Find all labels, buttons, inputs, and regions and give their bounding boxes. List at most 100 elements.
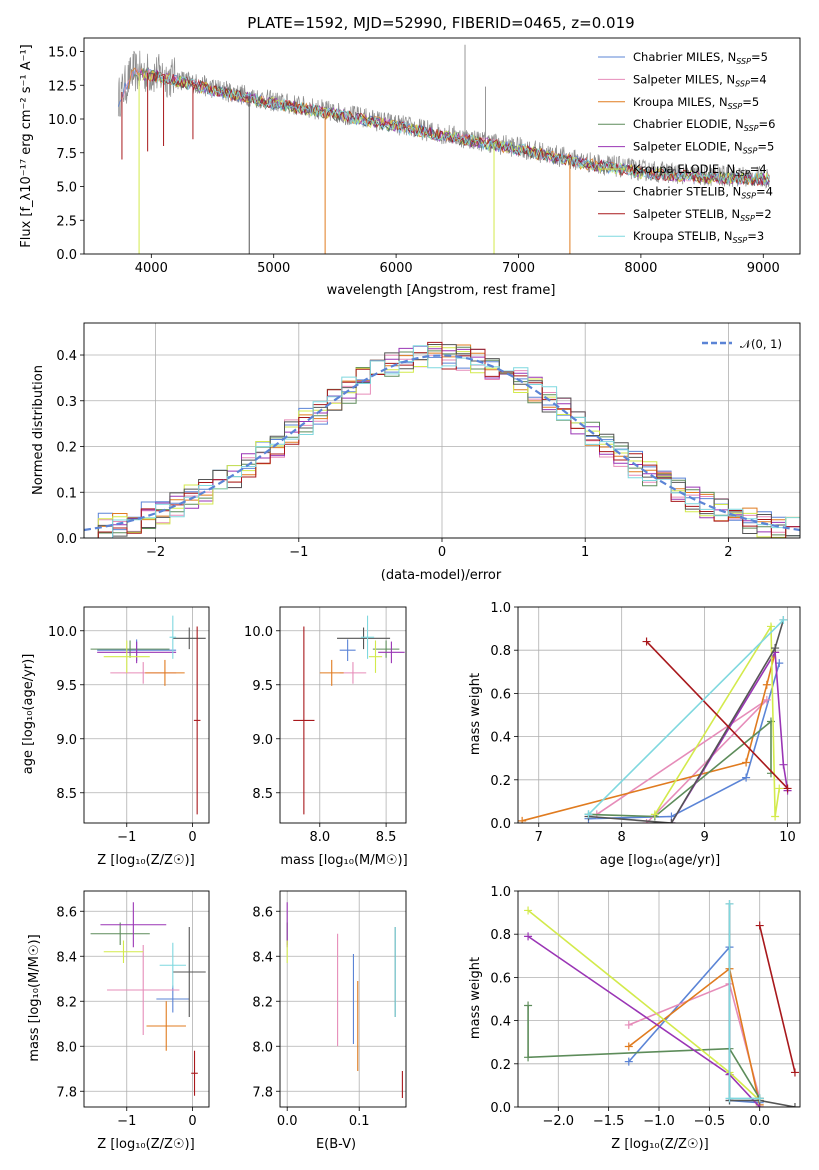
mass-weight-vs-age-ytick-label: 1.0 bbox=[490, 601, 511, 616]
mwAge-xlabel: age [log₁₀(age/yr)] bbox=[600, 853, 721, 868]
mass-weight-vs-Z-ytick-label: 1.0 bbox=[490, 885, 511, 900]
spectrum-xtick-label: 7000 bbox=[502, 261, 535, 276]
weight-marker bbox=[790, 1068, 799, 1077]
legend-label-sub: SSP bbox=[735, 79, 750, 88]
mass-vs-Z-ytick-label: 8.6 bbox=[56, 905, 77, 920]
point-kroupa-elodie bbox=[103, 640, 150, 673]
panel-mass-vs-Z: −1 0 7.8 8.0 8.2 8.4 8.6 Z [log₁₀(Z/Z☉)] mass … bbox=[27, 890, 210, 1152]
weight-line-chabrier-stelib bbox=[588, 619, 785, 823]
weight-marker bbox=[771, 644, 780, 653]
residuals-ytick-label: 0.3 bbox=[56, 395, 77, 410]
mass-vs-EBV-xtick-label: 0.0 bbox=[277, 1114, 298, 1129]
mass-vs-Z-ytick-label: 8.0 bbox=[56, 1040, 77, 1055]
legend-label-main: Chabrier ELODIE, N bbox=[633, 117, 744, 131]
legend-label-sub: SSP bbox=[733, 236, 748, 245]
mass-weight-vs-age-ytick-label: 0.6 bbox=[490, 687, 511, 702]
weight-marker bbox=[779, 760, 788, 769]
point-chabrier-miles bbox=[339, 639, 356, 661]
mass-weight-vs-Z-xtick-label: −2.0 bbox=[542, 1114, 574, 1129]
spectrum-ylabel: Flux [f_λ10⁻¹⁷ erg cm⁻² s⁻¹ A⁻¹] bbox=[19, 44, 34, 248]
mass-vs-EBV-ytick-label: 8.0 bbox=[252, 1040, 273, 1055]
residuals-xtick-label: 2 bbox=[724, 545, 732, 560]
weight-marker bbox=[775, 784, 784, 793]
legend-label-salpeter-stelib: Salpeter STELIB, NSSP=2 bbox=[633, 207, 772, 223]
residuals-marks bbox=[84, 341, 800, 538]
legend-label-sub: SSP bbox=[728, 102, 743, 111]
mass-weight-vs-Z-ytick-label: 0.8 bbox=[490, 928, 511, 943]
legend-label-main: Kroupa ELODIE, N bbox=[633, 162, 735, 176]
weight-marker bbox=[779, 615, 788, 624]
legend-label-kroupa-stelib: Kroupa STELIB, NSSP=3 bbox=[633, 229, 764, 245]
gaussian-legend-label: 𝒩(0, 1) bbox=[740, 337, 782, 351]
mass-vs-Z-xtick-label: −1 bbox=[117, 1114, 136, 1129]
mass-weight-vs-Z-ytick-label: 0.2 bbox=[490, 1058, 511, 1073]
spectrum-ytick-label: 7.5 bbox=[56, 147, 77, 162]
legend-label-kroupa-miles: Kroupa MILES, NSSP=5 bbox=[633, 95, 759, 111]
spectrum-ytick-label: 12.5 bbox=[48, 79, 77, 94]
age-vs-Z-ytick-label: 9.5 bbox=[56, 679, 77, 694]
spectrum-ytick-label: 10.0 bbox=[48, 113, 77, 128]
histogram-salpeter-miles bbox=[84, 354, 800, 538]
ageZ-xlabel: Z [log₁₀(Z/Z☉)] bbox=[97, 853, 194, 868]
weight-line-salpeter-stelib bbox=[758, 925, 796, 1073]
point-kroupa-miles bbox=[319, 659, 344, 686]
mass-weight-vs-age-xtick-label: 8 bbox=[618, 830, 626, 845]
weight-marker bbox=[755, 1094, 764, 1103]
mass-vs-EBV-ytick-label: 7.8 bbox=[252, 1085, 273, 1100]
point-chabrier-stelib bbox=[172, 627, 206, 650]
weight-line-kroupa-miles bbox=[628, 967, 761, 1105]
legend-label-sub: SSP bbox=[740, 214, 755, 223]
panel-mass-weight-vs-age: 7 8 9 10 0.0 0.2 0.4 0.6 0.8 1.0 age [log₁₀(age/y… bbox=[468, 601, 801, 868]
spectrum-xtick-label: 5000 bbox=[257, 261, 290, 276]
mEBV-xlabel: E(B-V) bbox=[316, 1137, 356, 1152]
age-vs-mass-ytick-label: 9.0 bbox=[252, 733, 273, 748]
legend-label-chabrier-elodie: Chabrier ELODIE, NSSP=6 bbox=[633, 117, 775, 133]
panel-spectrum: 4000 5000 6000 7000 8000 9000 0.0 2.5 5.0 7.5 10.0… bbox=[19, 37, 801, 298]
legend-label-sub: SSP bbox=[736, 57, 751, 66]
weight-marker bbox=[762, 680, 771, 689]
mass-weight-vs-age-marks bbox=[518, 615, 792, 823]
panel-age-vs-Z: −1 0 8.5 9.0 9.5 10.0 Z [log₁₀(Z/Z☉)] age [lo… bbox=[21, 606, 210, 868]
age-vs-mass-ytick-label: 10.0 bbox=[244, 625, 273, 640]
residuals-xlabel: (data-model)/error bbox=[381, 568, 502, 583]
mass-weight-vs-Z-ytick-label: 0.0 bbox=[490, 1101, 511, 1116]
weight-marker bbox=[642, 637, 651, 646]
point-chabrier-elodie bbox=[90, 640, 170, 658]
point-kroupa-elodie bbox=[368, 640, 383, 673]
weight-marker bbox=[524, 932, 533, 941]
legend-label-chabrier-stelib: Chabrier STELIB, NSSP=4 bbox=[633, 184, 773, 200]
legend-label-main: Salpeter ELODIE, N bbox=[633, 140, 743, 154]
mass-weight-vs-Z-xtick-label: −1.5 bbox=[593, 1114, 625, 1129]
spectrum-axes-frame bbox=[83, 37, 801, 255]
age-vs-mass-axes-frame bbox=[279, 606, 407, 824]
point-salpeter-elodie bbox=[97, 641, 177, 664]
legend-label-main: Kroupa STELIB, N bbox=[633, 229, 733, 243]
legend-label-sub: SSP bbox=[741, 191, 756, 200]
weight-marker bbox=[624, 1020, 633, 1029]
weight-line-salpeter-stelib bbox=[646, 641, 789, 789]
residuals-xtick-label: −1 bbox=[289, 545, 308, 560]
residuals-ylabel: Normed distribution bbox=[31, 365, 46, 495]
mass-vs-EBV-ytick-label: 8.4 bbox=[252, 950, 273, 965]
weight-line-kroupa-elodie bbox=[654, 623, 781, 817]
residuals-ytick-label: 0.2 bbox=[56, 441, 77, 456]
legend-label-end: =6 bbox=[759, 117, 776, 131]
model-kroupa-stelib bbox=[157, 71, 770, 185]
histogram-chabrier-elodie bbox=[84, 346, 800, 538]
age-vs-Z-marks bbox=[90, 615, 206, 815]
age-vs-mass-xtick-label: 8.5 bbox=[376, 830, 397, 845]
weight-marker bbox=[624, 1057, 633, 1066]
mwZ-xlabel: Z [log₁₀(Z/Z☉)] bbox=[611, 1137, 708, 1152]
spectrum-xlabel: wavelength [Angstrom, rest frame] bbox=[327, 283, 556, 298]
mwAge-ylabel: mass weight bbox=[468, 673, 483, 755]
mass-vs-Z-ytick-label: 7.8 bbox=[56, 1085, 77, 1100]
mass-weight-vs-age-xtick-label: 10 bbox=[779, 830, 796, 845]
weight-marker bbox=[518, 816, 527, 823]
mass-weight-vs-age-xtick-label: 7 bbox=[535, 830, 543, 845]
legend-label-end: =5 bbox=[742, 95, 759, 109]
weight-line-chabrier-miles bbox=[588, 662, 781, 820]
age-vs-Z-ytick-label: 8.5 bbox=[56, 787, 77, 802]
weight-marker bbox=[771, 812, 780, 821]
mass-vs-EBV-ytick-label: 8.6 bbox=[252, 905, 273, 920]
